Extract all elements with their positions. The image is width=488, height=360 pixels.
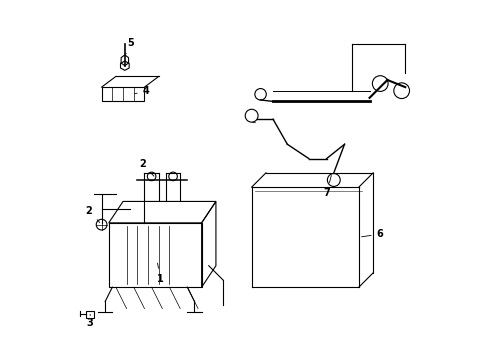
- Text: 2: 2: [139, 159, 154, 176]
- Text: 6: 6: [361, 229, 383, 239]
- Text: 7: 7: [323, 176, 331, 198]
- Bar: [85, 311, 94, 318]
- Text: 3: 3: [87, 314, 93, 328]
- Text: 4: 4: [134, 86, 149, 96]
- Text: 5: 5: [125, 38, 133, 54]
- Text: 1: 1: [157, 263, 163, 284]
- Text: 2: 2: [85, 206, 100, 222]
